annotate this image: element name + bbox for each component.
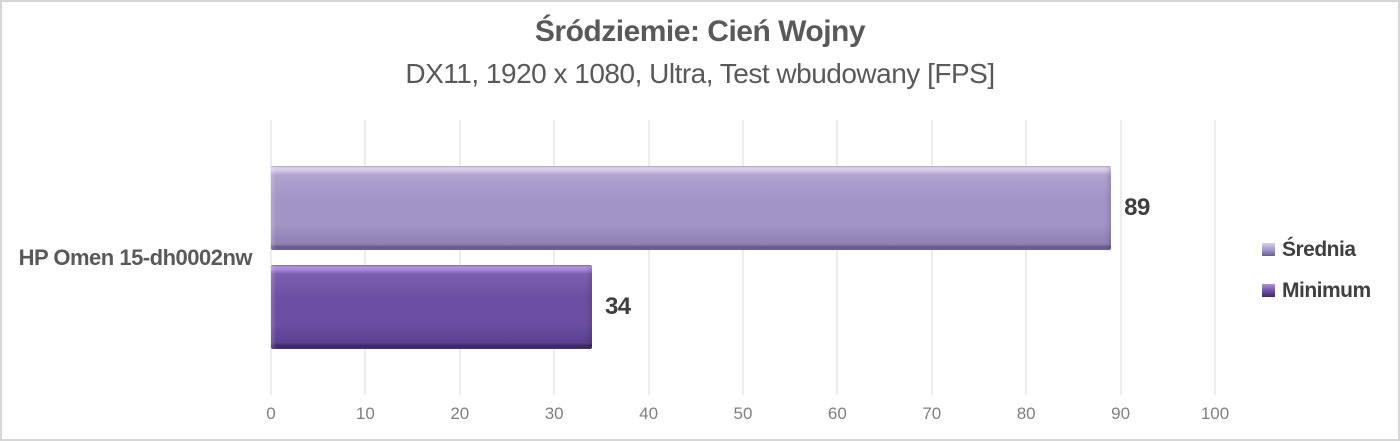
- plot-area: 89 34: [270, 120, 1216, 395]
- x-tick-label-70: 70: [922, 404, 942, 423]
- bar-średnia: [271, 166, 1112, 250]
- legend-label: Minimum: [1282, 278, 1371, 302]
- gridline-30: [553, 120, 555, 395]
- gridline-10: [364, 120, 366, 395]
- x-tick-label-10: 10: [355, 404, 375, 423]
- gridline-20: [459, 120, 461, 395]
- gridline-70: [931, 120, 933, 395]
- x-tick-label-20: 20: [450, 404, 470, 423]
- x-tick-label-60: 60: [827, 404, 847, 423]
- gridline-100: [1214, 120, 1216, 395]
- gridline-50: [742, 120, 744, 395]
- value-label-średnia: 89: [1124, 194, 1150, 221]
- x-axis: 0 10 20 30 40 50 60 70 80 90 100: [266, 404, 1229, 426]
- gridline-90: [1120, 120, 1122, 395]
- x-tick-label-50: 50: [733, 404, 753, 423]
- legend-marker-icon: [1262, 243, 1275, 256]
- legend-item-średnia: Średnia: [1262, 236, 1371, 263]
- x-tick-label-40: 40: [639, 404, 659, 423]
- y-axis-category-label: HP Omen 15-dh0002nw: [18, 245, 253, 270]
- bar-minimum: [271, 265, 592, 349]
- x-tick-label-90: 90: [1111, 404, 1131, 423]
- gridline-80: [1025, 120, 1027, 395]
- gridline-40: [648, 120, 650, 395]
- legend: Średnia Minimum: [1262, 236, 1371, 318]
- x-tick-label-0: 0: [266, 404, 276, 423]
- gridline-60: [836, 120, 838, 395]
- legend-marker-icon: [1262, 284, 1275, 297]
- gridline-0: [270, 120, 272, 395]
- legend-label: Średnia: [1282, 237, 1356, 261]
- x-tick-label-30: 30: [544, 404, 564, 423]
- value-label-minimum: 34: [604, 293, 631, 320]
- x-tick-label-100: 100: [1200, 404, 1230, 423]
- x-tick-label-80: 80: [1016, 404, 1036, 423]
- legend-item-minimum: Minimum: [1262, 277, 1371, 304]
- chart-title: Śródziemie: Cień Wojny: [534, 15, 866, 48]
- chart-subtitle: DX11, 1920 x 1080, Ultra, Test wbudowany…: [405, 58, 995, 89]
